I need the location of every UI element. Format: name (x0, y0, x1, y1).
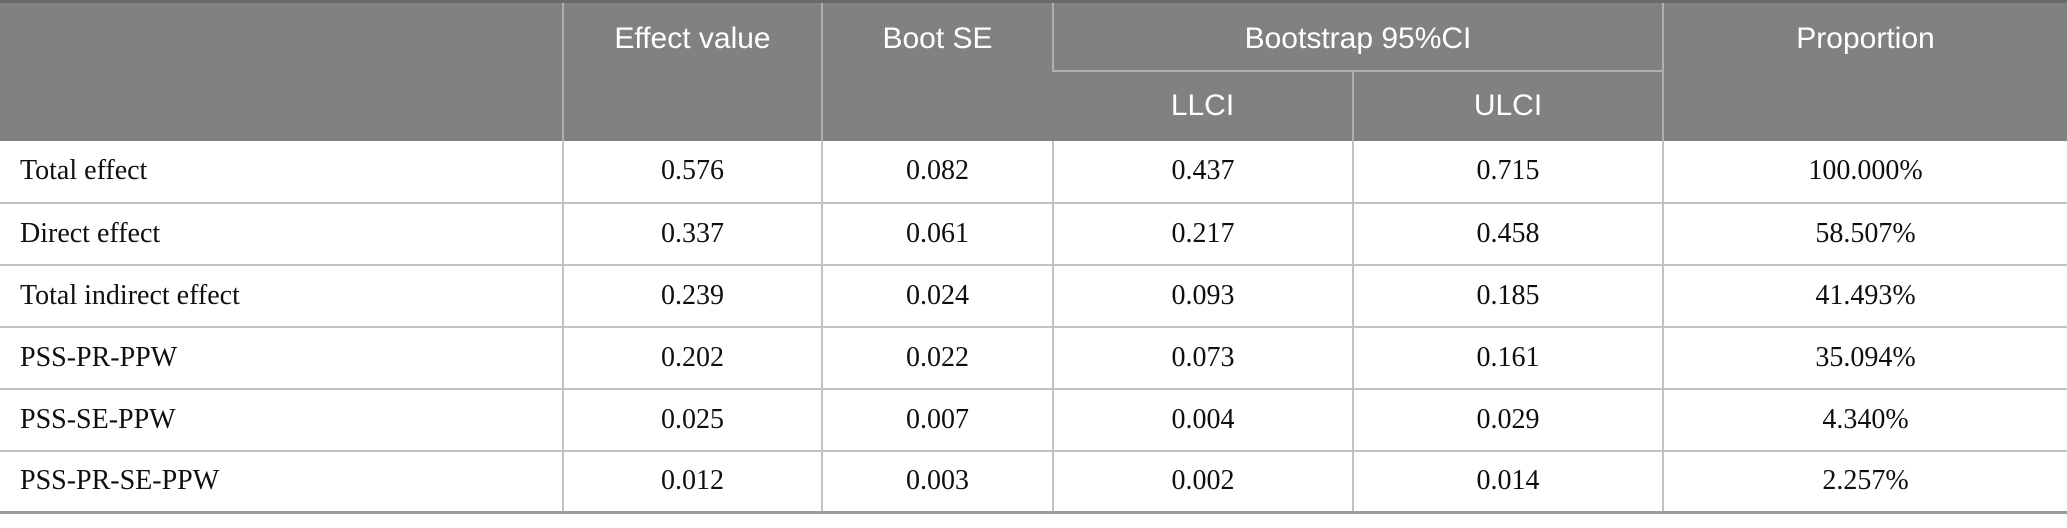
cell-ulci: 0.161 (1351, 325, 1664, 389)
cell-boot-se: 0.007 (821, 387, 1053, 451)
cell-llci: 0.073 (1052, 325, 1353, 389)
row-label: PSS-SE-PPW (0, 387, 563, 451)
cell-ulci: 0.715 (1351, 140, 1664, 203)
table-row-pss-pr-se-ppw: PSS-PR-SE-PPW 0.012 0.003 0.002 0.014 2.… (0, 449, 2067, 513)
cell-boot-se: 0.022 (821, 325, 1053, 389)
cell-llci: 0.217 (1052, 201, 1353, 265)
row-label: PSS-PR-PPW (0, 325, 563, 389)
row-label: PSS-PR-SE-PPW (0, 449, 563, 513)
col-header-proportion: Proportion (1662, 1, 2067, 141)
corner-header-cell (0, 1, 563, 141)
cell-boot-se: 0.003 (821, 449, 1053, 513)
cell-effect-value: 0.576 (562, 140, 822, 203)
table-row-total-indirect-effect: Total indirect effect 0.239 0.024 0.093 … (0, 263, 2067, 327)
header-row-top: Effect value Boot SE Bootstrap 95%CI Pro… (0, 1, 2067, 141)
cell-ulci: 0.029 (1351, 387, 1664, 451)
cell-proportion: 100.000% (1662, 140, 2067, 203)
col-header-ulci: ULCI (1351, 70, 1664, 141)
cell-llci: 0.002 (1052, 449, 1353, 513)
cell-effect-value: 0.239 (562, 263, 822, 327)
cell-llci: 0.004 (1052, 387, 1353, 451)
table-row-pss-pr-ppw: PSS-PR-PPW 0.202 0.022 0.073 0.161 35.09… (0, 325, 2067, 389)
cell-effect-value: 0.337 (562, 201, 822, 265)
table-body: Total effect 0.576 0.082 0.437 0.715 100… (0, 140, 2067, 513)
col-header-llci: LLCI (1053, 70, 1353, 141)
col-header-bootstrap-ci: Bootstrap 95%CI (1051, 1, 1664, 72)
cell-effect-value: 0.012 (562, 449, 822, 513)
header-row-sub: LLCI ULCI (0, 70, 2067, 141)
table-header: Effect value Boot SE Bootstrap 95%CI Pro… (0, 1, 2067, 141)
table-row-total-effect: Total effect 0.576 0.082 0.437 0.715 100… (0, 140, 2067, 203)
cell-effect-value: 0.025 (562, 387, 822, 451)
mediation-effects-table: Effect value Boot SE Bootstrap 95%CI Pro… (0, 0, 2067, 514)
cell-proportion: 58.507% (1662, 201, 2067, 265)
cell-proportion: 4.340% (1662, 387, 2067, 451)
cell-proportion: 2.257% (1662, 449, 2067, 513)
cell-ulci: 0.185 (1351, 263, 1664, 327)
cell-proportion: 35.094% (1662, 325, 2067, 389)
cell-llci: 0.437 (1052, 140, 1353, 203)
cell-llci: 0.093 (1052, 263, 1353, 327)
cell-boot-se: 0.061 (821, 201, 1053, 265)
row-label: Total effect (20, 155, 148, 186)
cell-effect-value: 0.202 (562, 325, 822, 389)
cell-proportion: 41.493% (1662, 263, 2067, 327)
table-row-pss-se-ppw: PSS-SE-PPW 0.025 0.007 0.004 0.029 4.340… (0, 387, 2067, 451)
col-header-effect-value: Effect value (562, 1, 822, 141)
row-label: Direct effect (0, 201, 563, 265)
col-header-boot-se: Boot SE (821, 1, 1053, 141)
table-row-direct-effect: Direct effect 0.337 0.061 0.217 0.458 58… (0, 201, 2067, 265)
row-label: Total indirect effect (0, 263, 563, 327)
cell-boot-se: 0.024 (821, 263, 1053, 327)
cell-ulci: 0.014 (1351, 449, 1664, 513)
cell-boot-se: 0.082 (821, 140, 1053, 203)
cell-ulci: 0.458 (1351, 201, 1664, 265)
